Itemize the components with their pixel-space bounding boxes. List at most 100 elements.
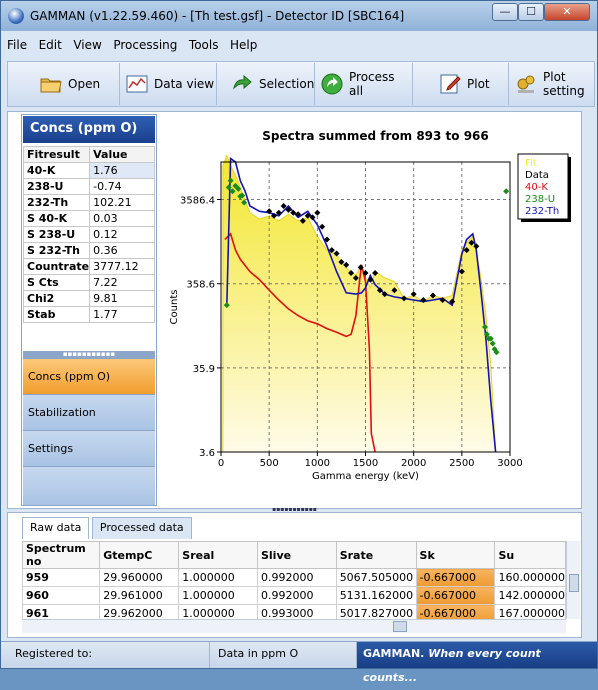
- data-point: [328, 247, 335, 254]
- grid-cell[interactable]: -0.667000: [415, 586, 496, 605]
- menu-file[interactable]: File: [7, 38, 28, 52]
- open-button[interactable]: Open: [10, 63, 120, 105]
- column-header[interactable]: Slive: [256, 541, 337, 569]
- grid-cell[interactable]: -0.667000: [415, 604, 496, 623]
- data-point: [458, 268, 465, 275]
- table-row[interactable]: 959 29.960000 1.000000 0.992000 5067.505…: [21, 568, 566, 587]
- selection-button[interactable]: Selection: [217, 63, 315, 105]
- result-key: Stab: [22, 306, 91, 323]
- result-value[interactable]: 9.81: [89, 290, 155, 307]
- data-point: [275, 209, 282, 216]
- table-row[interactable]: 40-K 1.76: [22, 162, 155, 179]
- table-row[interactable]: 232-Th 102.21: [22, 194, 155, 211]
- panel-splitter-grip[interactable]: ▪▪▪▪▪▪▪▪▪▪▪: [23, 351, 155, 359]
- result-value[interactable]: 1.77: [89, 306, 155, 323]
- app-icon[interactable]: [8, 8, 24, 24]
- data-point: [304, 212, 311, 219]
- menu-help[interactable]: Help: [229, 38, 258, 52]
- data-point: [449, 298, 456, 305]
- series-232-th-line: [226, 156, 497, 453]
- menu-view[interactable]: View: [73, 38, 102, 52]
- table-row[interactable]: S Cts 7.22: [22, 274, 155, 291]
- minimize-button[interactable]: —: [492, 3, 518, 21]
- u238-point: [227, 177, 234, 184]
- grid-cell[interactable]: 142.000000: [494, 586, 566, 605]
- column-header[interactable]: Sreal: [178, 541, 258, 569]
- result-value[interactable]: -0.74: [89, 178, 155, 195]
- grid-cell[interactable]: 960: [21, 586, 101, 605]
- result-value[interactable]: 0.12: [89, 226, 155, 243]
- maximize-button[interactable]: ☐: [518, 3, 544, 21]
- nav-concs[interactable]: Concs (ppm O): [23, 359, 155, 395]
- menu-tools[interactable]: Tools: [188, 38, 219, 52]
- grid-cell[interactable]: 29.960000: [99, 568, 180, 587]
- result-key: S Cts: [22, 274, 91, 291]
- title-bar[interactable]: GAMMAN (v1.22.59.460) - [Th test.gsf] - …: [1, 1, 597, 31]
- result-value[interactable]: 0.36: [89, 242, 155, 259]
- column-header[interactable]: Sk: [415, 541, 496, 569]
- selection-label: Selection: [259, 77, 315, 91]
- nav-empty-slot: [23, 467, 155, 505]
- process-all-button[interactable]: Process all: [315, 63, 413, 105]
- grid-cell[interactable]: 959: [21, 568, 101, 587]
- data-point: [290, 209, 297, 216]
- grid-cell[interactable]: 5067.505000: [335, 568, 417, 587]
- grid-cell[interactable]: 29.961000: [99, 586, 180, 605]
- data-point: [362, 270, 369, 277]
- result-value[interactable]: 3777.12: [89, 258, 155, 275]
- close-button[interactable]: ✕: [544, 3, 590, 21]
- process-all-label: Process all: [349, 70, 395, 98]
- grid-cell[interactable]: 29.962000: [99, 604, 180, 623]
- result-value[interactable]: 1.76: [89, 162, 155, 179]
- table-row[interactable]: Countrate 3777.12: [22, 258, 155, 275]
- nav-settings[interactable]: Settings: [23, 431, 155, 467]
- legend-entry: Data: [525, 170, 549, 181]
- table-row[interactable]: Chi2 9.81: [22, 290, 155, 307]
- plot-settings-button[interactable]: Plot setting: [509, 63, 595, 105]
- menu-processing[interactable]: Processing: [113, 38, 178, 52]
- data-point: [367, 276, 374, 283]
- spectrum-chart[interactable]: Spectra summed from 893 to 966 0 500 1000 15…: [163, 120, 578, 505]
- result-value[interactable]: 0.03: [89, 210, 155, 227]
- data-point: [391, 287, 398, 294]
- column-header[interactable]: Srate: [335, 541, 417, 569]
- x-tick-label: 3000: [497, 458, 522, 469]
- grid-cell[interactable]: 5131.162000: [335, 586, 417, 605]
- horizontal-splitter[interactable]: ▪▪▪▪▪▪▪▪▪▪▪: [272, 506, 317, 513]
- table-row[interactable]: 238-U -0.74: [22, 178, 155, 195]
- data-point: [468, 239, 475, 246]
- nav-stabilization[interactable]: Stabilization: [23, 395, 155, 431]
- grid-cell[interactable]: 160.000000: [494, 568, 566, 587]
- grid-cell[interactable]: 0.992000: [256, 568, 337, 587]
- column-header[interactable]: GtempC: [99, 541, 180, 569]
- tab-processed-data[interactable]: Processed data: [91, 517, 192, 539]
- result-value[interactable]: 7.22: [89, 274, 155, 291]
- grid-cell[interactable]: 1.000000: [178, 586, 258, 605]
- column-header[interactable]: Spectrum no: [21, 541, 101, 569]
- horizontal-scrollbar[interactable]: [22, 619, 566, 633]
- data-panel: Raw data Processed data Spectrum no Gtem…: [7, 512, 582, 638]
- grid-cell[interactable]: 0.992000: [256, 586, 337, 605]
- data-view-button[interactable]: Data view: [120, 63, 217, 105]
- tab-raw-data[interactable]: Raw data: [22, 517, 90, 539]
- table-row[interactable]: S 238-U 0.12: [22, 226, 155, 243]
- table-row[interactable]: 960 29.961000 1.000000 0.992000 5131.162…: [21, 586, 566, 605]
- table-row[interactable]: S 40-K 0.03: [22, 210, 155, 227]
- result-value[interactable]: 102.21: [89, 194, 155, 211]
- result-key: S 40-K: [22, 210, 91, 227]
- table-row[interactable]: S 232-Th 0.36: [22, 242, 155, 259]
- scroll-thumb[interactable]: [569, 574, 579, 592]
- grid-cell[interactable]: -0.667000: [415, 568, 496, 587]
- data-point: [410, 291, 417, 298]
- vertical-scrollbar[interactable]: [566, 541, 580, 619]
- scroll-thumb[interactable]: [393, 621, 407, 632]
- grid-cell[interactable]: 1.000000: [178, 568, 258, 587]
- plot-button[interactable]: Plot: [413, 63, 509, 105]
- grid-cell[interactable]: 0.993000: [256, 604, 337, 623]
- fit-results-table: Fitresult Value 40-K 1.76 238-U -0.74 232-…: [22, 146, 155, 323]
- column-header[interactable]: Su: [494, 541, 566, 569]
- legend-entry: 232-Th: [525, 206, 559, 217]
- menu-edit[interactable]: Edit: [38, 38, 62, 52]
- result-key: Countrate: [22, 258, 91, 275]
- table-row[interactable]: Stab 1.77: [22, 306, 155, 323]
